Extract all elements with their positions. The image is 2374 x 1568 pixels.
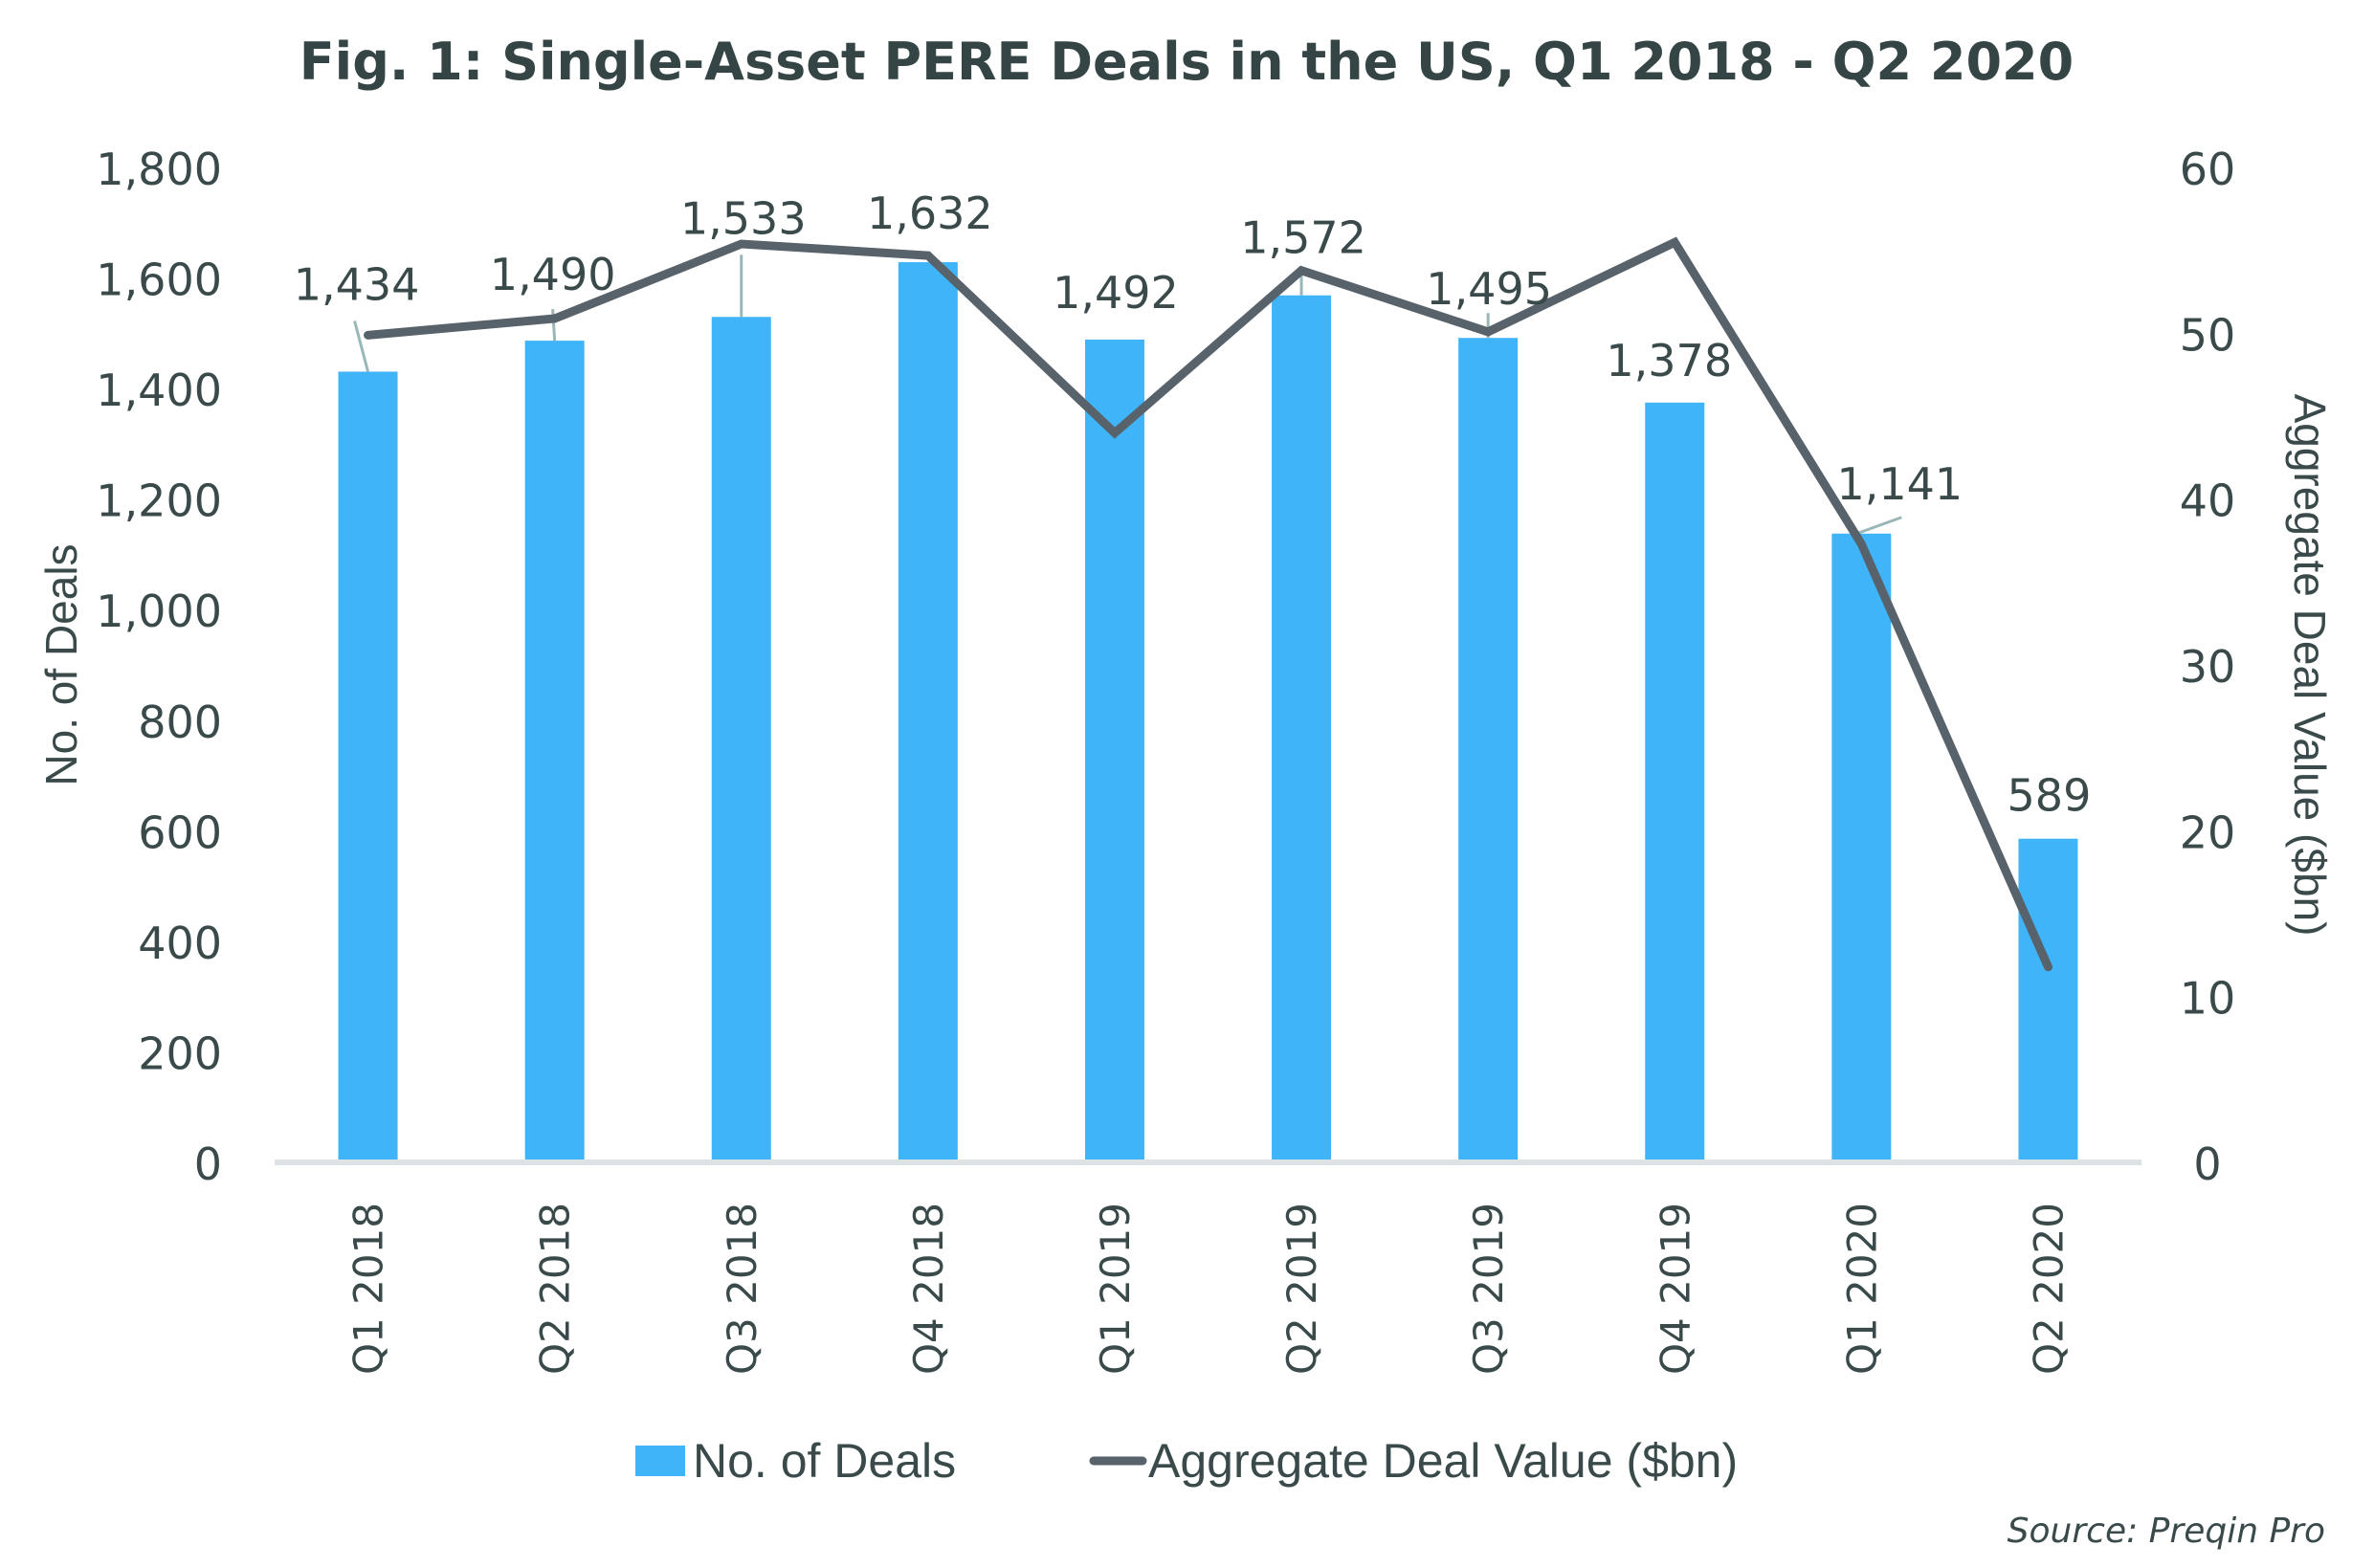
bar [1645, 402, 1705, 1161]
bar-data-label: 1,533 [680, 192, 807, 244]
data-label-leader [1855, 516, 1902, 536]
left-axis-tick-label: 0 [194, 1138, 222, 1190]
left-axis-tick-label: 1,000 [96, 585, 222, 637]
x-axis-tick-label: Q2 2020 [2025, 1203, 2072, 1375]
x-axis-tick-label: Q3 2018 [719, 1203, 765, 1375]
bar [1831, 533, 1892, 1161]
right-axis-tick-label: 20 [2180, 806, 2236, 858]
left-axis-tick-label: 200 [138, 1027, 222, 1079]
x-axis-tick-label: Q1 2019 [1092, 1203, 1139, 1375]
right-axis-ticks: 0 10 20 30 40 50 60 [2180, 144, 2236, 1190]
bar-data-label: 1,632 [867, 188, 993, 239]
left-axis-tick-label: 1,800 [96, 144, 222, 195]
bar [2018, 838, 2078, 1161]
left-axis-tick-label: 400 [138, 917, 222, 969]
left-axis-tick-label: 1,600 [96, 254, 222, 306]
right-axis-tick-label: 0 [2193, 1138, 2221, 1190]
bar-data-label: 1,572 [1240, 212, 1366, 264]
x-axis-tick-label: Q1 2020 [1838, 1203, 1885, 1375]
bar-data-label: 1,490 [490, 249, 616, 300]
bar [524, 341, 585, 1162]
data-label-leader [551, 309, 557, 342]
bar-data-label: 589 [2008, 770, 2092, 822]
right-axis-tick-label: 10 [2180, 973, 2236, 1025]
bar-data-label: 1,492 [1053, 267, 1179, 319]
bar-data-label: 1,495 [1426, 263, 1552, 315]
left-axis-tick-label: 600 [138, 806, 222, 858]
chart-title: Fig. 1: Single-Asset PERE Deals in the U… [300, 32, 2074, 92]
bar [1084, 339, 1144, 1161]
bar [711, 317, 771, 1161]
line-path [364, 236, 2052, 972]
data-label-leader [353, 320, 370, 372]
left-axis-ticks: 0 200 400 600 800 1,000 1,200 1,400 1,600 1,800 [96, 144, 222, 1190]
right-axis-tick-label: 30 [2180, 641, 2236, 693]
x-axis-tick-label: Q1 2018 [345, 1203, 392, 1375]
legend-label-value: Aggregate Deal Value ($bn) [1148, 1434, 1738, 1488]
bar [1272, 295, 1332, 1161]
line-series [364, 236, 2052, 972]
left-axis-tick-label: 1,400 [96, 364, 222, 416]
bar [898, 262, 958, 1162]
bar-data-labels: 1,434 1,490 1,533 1,632 1,492 1,572 1,495 1,378… [294, 188, 2092, 822]
x-axis-tick-label: Q2 2019 [1278, 1203, 1325, 1375]
x-axis-tick-label: Q4 2019 [1652, 1203, 1698, 1375]
bar-data-label: 1,141 [1836, 458, 1963, 510]
left-axis-title: No. of Deals [36, 543, 86, 785]
bar [338, 371, 398, 1161]
x-axis-ticks: Q1 2018 Q2 2018 Q3 2018 Q4 2018 Q1 2019 Q2 20… [345, 1203, 2073, 1375]
right-axis-tick-label: 40 [2180, 475, 2236, 527]
legend-label-deals: No. of Deals [693, 1434, 956, 1488]
x-axis-tick-label: Q3 2019 [1465, 1203, 1512, 1375]
bar-data-label: 1,434 [294, 258, 420, 310]
right-axis-tick-label: 60 [2180, 144, 2236, 195]
left-axis-tick-label: 1,200 [96, 475, 222, 527]
x-axis-tick-label: Q2 2018 [532, 1203, 579, 1375]
source-note: Source: Preqin Pro [2008, 1512, 2325, 1551]
bar-series [338, 262, 2078, 1162]
bar [1458, 338, 1519, 1161]
right-axis-title: Aggregate Deal Value ($bn) [2285, 394, 2335, 937]
right-axis-tick-label: 50 [2180, 309, 2236, 361]
bar-data-label: 1,378 [1606, 335, 1732, 386]
x-axis-baseline [275, 1159, 2141, 1165]
legend: No. of Deals Aggregate Deal Value ($bn) [635, 1434, 1738, 1488]
legend-swatch-deals [635, 1446, 685, 1476]
left-axis-tick-label: 800 [138, 696, 222, 748]
x-axis-tick-label: Q4 2018 [905, 1203, 952, 1375]
